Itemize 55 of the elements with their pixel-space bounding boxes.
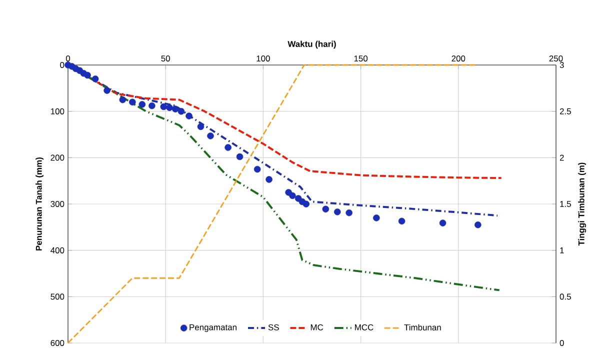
point xyxy=(92,76,99,82)
y2-tick-label: 3 xyxy=(560,62,564,68)
point xyxy=(224,144,232,151)
y-tick-label: 200 xyxy=(50,154,64,161)
point xyxy=(398,218,406,225)
y-tick-label: 500 xyxy=(50,294,64,300)
point xyxy=(172,106,179,112)
point xyxy=(289,192,296,200)
y-tick-label: 100 xyxy=(50,108,64,114)
y-axis-title: Penurunan Tanah (mm) xyxy=(36,157,44,250)
point xyxy=(302,200,310,208)
point xyxy=(119,96,126,104)
point xyxy=(178,108,185,115)
legend-label: SS xyxy=(268,324,279,330)
y2-tick-label: 1 xyxy=(560,247,564,254)
legend-label: Pengamatan xyxy=(190,324,236,332)
point xyxy=(334,208,341,216)
x-tick-label: 200 xyxy=(452,56,466,62)
x-tick-label: 150 xyxy=(354,56,368,62)
point xyxy=(129,98,136,106)
point xyxy=(322,206,330,212)
y2-axis-title: Tinggi Timbunan (m) xyxy=(578,162,586,246)
point xyxy=(207,132,214,140)
point xyxy=(160,103,168,110)
point xyxy=(148,102,156,110)
point xyxy=(474,221,482,228)
point xyxy=(166,104,173,112)
point xyxy=(236,153,244,160)
point xyxy=(186,112,192,120)
point xyxy=(197,123,204,130)
y-tick-label: 300 xyxy=(50,201,64,207)
point xyxy=(373,214,380,222)
y-tick-label: 0 xyxy=(60,62,64,68)
y-tick-label: 600 xyxy=(50,340,64,346)
x-tick-label: 0 xyxy=(66,56,70,62)
point xyxy=(104,87,110,94)
x-tick-label: 100 xyxy=(256,56,270,62)
y2-tick-label: 0.5 xyxy=(560,294,571,300)
y2-tick-label: 1.5 xyxy=(560,201,571,207)
point xyxy=(84,72,91,79)
y2-tick-label: 0 xyxy=(560,340,564,346)
y2-tick-label: 2 xyxy=(560,154,564,161)
x-axis-title: Waktu (hari) xyxy=(288,40,336,49)
point xyxy=(138,101,146,108)
y-tick-label: 400 xyxy=(50,247,64,254)
point xyxy=(346,209,352,216)
legend-label: Timbunan xyxy=(404,324,441,330)
y2-tick-label: 2.5 xyxy=(560,108,571,114)
legend-label: MC xyxy=(310,324,324,330)
point xyxy=(439,220,446,226)
point xyxy=(266,176,272,183)
legend-label: MCC xyxy=(355,324,374,330)
x-tick-label: 50 xyxy=(161,56,170,62)
x-tick-label: 250 xyxy=(549,56,563,62)
point xyxy=(254,166,261,173)
